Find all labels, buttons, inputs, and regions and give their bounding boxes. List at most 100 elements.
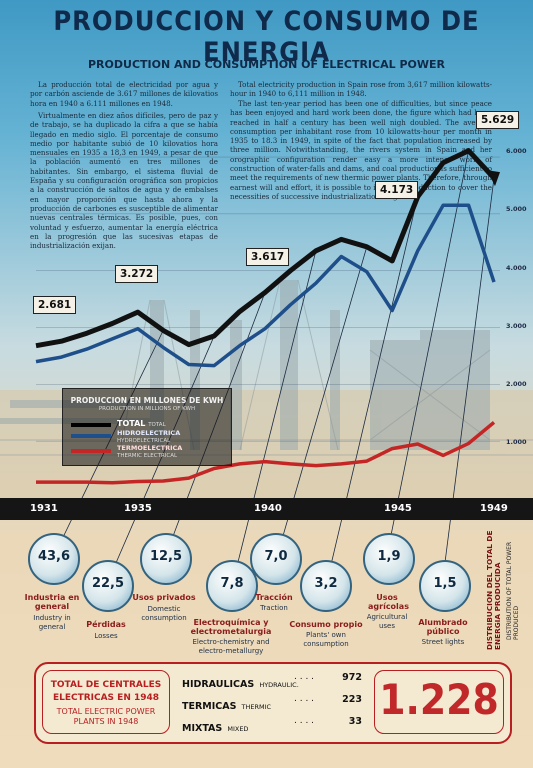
page-title: PRODUCCION Y CONSUMO DE ENERGIA	[53, 6, 480, 68]
distribution-item-traction: 7,0 Tracción Traction	[242, 533, 306, 613]
traction-icon	[250, 533, 302, 585]
distribution-name: Electroquímica y electrometalurgia	[190, 618, 272, 636]
legend-swatch-hydro	[71, 434, 111, 438]
plant-name-en: THERMIC	[241, 703, 272, 711]
distribution-name: Tracción	[255, 593, 293, 602]
series-arrow-head	[487, 170, 500, 187]
legend-label-hydro: HIDROELECTRICA HYDROELECTRICAL	[117, 429, 181, 445]
plant-value: 223	[342, 694, 362, 705]
plant-value: 33	[348, 716, 362, 727]
value-label-1931: 2.681	[33, 296, 77, 314]
plant-value: 972	[342, 672, 362, 683]
x-tick-1931: 1931	[30, 503, 58, 514]
text-en-paragraph-2: The last ten-year period has been one of…	[230, 99, 492, 201]
plant-leader-dots: . . . .	[294, 672, 315, 682]
distribution-name-en: Industry in general	[33, 614, 71, 631]
x-tick-1940: 1940	[254, 503, 282, 514]
text-es-paragraph-2: Virtualmente en diez años difíciles, per…	[30, 111, 218, 251]
legend-swatch-thermo	[71, 449, 111, 453]
distribution-item-domestic: 12,5 Usos privados Domestic consumption	[132, 533, 196, 622]
distribution-value: 1,9	[377, 549, 401, 564]
y-tick-4000: 4.000	[506, 264, 527, 272]
losses-icon	[82, 560, 134, 612]
distribution-name: Pérdidas	[86, 620, 126, 629]
distribution-name-en: Losses	[94, 632, 118, 640]
legend-label-total: TOTAL TOTAL	[117, 419, 166, 428]
distribution-name-en: Plants' own consumption	[303, 631, 349, 648]
distribution-name: Alumbrado público	[418, 618, 468, 636]
distribution-item-losses: 22,5 Pérdidas Losses	[76, 560, 136, 641]
y-tick-2000: 2.000	[506, 380, 527, 388]
distribution-name-en: Domestic consumption	[141, 605, 187, 622]
value-label-1945: 4.173	[375, 181, 419, 199]
plant-name: TERMICAS	[182, 701, 237, 712]
chart-legend: PRODUCCION EN MILLONES DE KWH PRODUCTION…	[62, 388, 232, 466]
value-label-1935: 3.272	[115, 265, 159, 283]
x-tick-1949: 1949	[480, 503, 508, 514]
series-line-hidroelectrica	[35, 203, 496, 368]
distribution-leader-line	[325, 196, 419, 587]
page-subtitle: PRODUCTION AND CONSUMPTION OF ELECTRICAL…	[88, 58, 445, 71]
distribution-name-en: Street lights	[421, 638, 465, 646]
legend-swatch-total	[71, 423, 111, 427]
distribution-name-en: Agricultural uses	[366, 613, 408, 630]
distribution-item-street-lights: 1,5 Alumbrado público Street lights	[410, 560, 476, 647]
distribution-item-electrochemistry: 7,8 Electroquímica y electrometalurgia E…	[184, 560, 278, 655]
street-light-icon	[419, 560, 471, 612]
power-plants-box: TOTAL DE CENTRALES ELECTRICAS EN 1948 TO…	[34, 662, 512, 744]
distribution-value: 1,5	[433, 576, 457, 591]
value-label-1940: 3.617	[246, 248, 290, 266]
y-tick-6000: 6.000	[506, 147, 527, 155]
text-en-paragraph-1: Total electricity production in Spain ro…	[230, 80, 492, 99]
plant-name-en: MIXED	[227, 725, 249, 733]
distribution-value: 43,6	[37, 549, 71, 564]
series-line-termoelectrica	[36, 421, 496, 485]
distribution-leader-line	[385, 150, 469, 561]
distribution-name: Consumo propio	[289, 620, 363, 629]
electrochemistry-icon	[206, 560, 258, 612]
distribution-value: 7,0	[264, 549, 288, 564]
plants-total-box: 1.228	[374, 670, 504, 734]
distribution-name-en: Traction	[260, 604, 288, 612]
plant-row-mixed: MIXTAS MIXED . . . . 33	[182, 716, 362, 734]
distribution-value: 3,2	[314, 576, 338, 591]
year-axis-bar	[0, 498, 533, 520]
y-tick-1000: 1.000	[506, 438, 527, 446]
legend-title-en: PRODUCTION IN MILLIONS OF KWH	[98, 406, 196, 412]
distribution-name: Industria en general	[24, 593, 80, 611]
distribution-leader-line	[231, 250, 317, 587]
own-consumption-icon	[300, 560, 352, 612]
x-tick-1945: 1945	[384, 503, 412, 514]
agricultural-icon	[363, 533, 415, 585]
plant-leader-dots: . . . .	[294, 716, 315, 726]
power-plants-label-en: TOTAL ELECTRIC POWER PLANTS IN 1948	[56, 707, 156, 726]
domestic-icon	[140, 533, 192, 585]
y-tick-5000: 5.000	[506, 205, 527, 213]
plants-total-value: 1.228	[379, 675, 499, 724]
distribution-value: 7,8	[220, 576, 244, 591]
distribution-item-agricultural: 1,9 Usos agrícolas Agricultural uses	[352, 533, 422, 630]
distribution-side-title: DISTRIBUCION DEL TOTAL DE ENERGIA PRODUC…	[485, 530, 502, 650]
distribution-item-industry: 43,6 Industria en general Industry in ge…	[22, 533, 82, 631]
power-plants-label-box: TOTAL DE CENTRALES ELECTRICAS EN 1948 TO…	[42, 670, 170, 734]
legend-title: PRODUCCION EN MILLONES DE KWH	[70, 396, 224, 405]
distribution-item-own-consumption: 3,2 Consumo propio Plants' own consumpti…	[284, 560, 368, 648]
distribution-name: Usos privados	[132, 593, 196, 602]
text-es-paragraph-1: La producción total de electricidad por …	[30, 80, 218, 108]
y-tick-3000: 3.000	[506, 322, 527, 330]
x-tick-1935: 1935	[124, 503, 152, 514]
industry-icon	[28, 533, 80, 585]
power-plants-label: TOTAL DE CENTRALES ELECTRICAS EN 1948	[50, 680, 162, 703]
distribution-side-title-en: DISTRIBUTION OF TOTAL POWER PRODUCED	[506, 541, 520, 640]
plant-leader-dots: . . . .	[294, 694, 315, 704]
value-label-1949: 5.629	[476, 111, 520, 129]
distribution-value: 22,5	[91, 576, 125, 591]
plant-name: MIXTAS	[182, 723, 223, 734]
distribution-name-en: Electro-chemistry and electro-metallurgy	[192, 638, 270, 655]
distribution-name: Usos agrícolas	[368, 593, 409, 611]
distribution-value: 12,5	[149, 549, 183, 564]
plant-row-thermic: TERMICAS THERMIC . . . . 223	[182, 694, 362, 712]
plant-name-en: HYDRAULIC.	[259, 681, 299, 689]
plant-row-hydraulic: HIDRAULICAS HYDRAULIC. . . . . 972	[182, 672, 362, 690]
